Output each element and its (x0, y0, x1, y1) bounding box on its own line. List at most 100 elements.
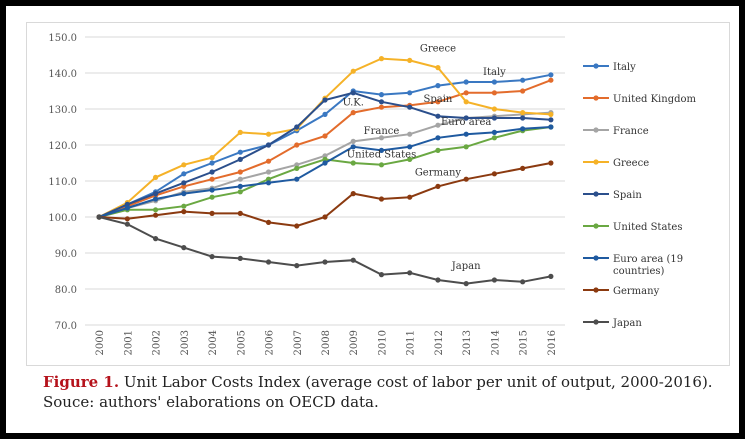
data-point (294, 263, 300, 269)
data-point (181, 209, 187, 215)
data-point (378, 162, 385, 168)
data-point (152, 236, 159, 242)
data-point (378, 196, 385, 202)
legend-label: Greece (613, 158, 649, 169)
legend-label: United Kingdom (613, 94, 697, 105)
data-point (463, 90, 469, 96)
data-point (435, 183, 441, 189)
data-point (294, 165, 300, 171)
data-point (378, 92, 385, 98)
data-point (548, 117, 554, 123)
data-point (350, 160, 356, 166)
legend-label: France (613, 126, 649, 137)
data-point (322, 133, 328, 139)
data-point (124, 205, 130, 211)
y-tick-label: 110.0 (48, 177, 77, 188)
data-point (209, 194, 215, 200)
data-point (209, 155, 215, 161)
data-point (435, 147, 441, 153)
data-point (322, 97, 328, 103)
gridlines (85, 36, 565, 326)
annotation-label: Italy (483, 67, 506, 78)
data-point (407, 194, 413, 200)
data-point (407, 90, 413, 96)
data-point (463, 176, 469, 182)
x-tick-label: 2014 (490, 330, 501, 355)
data-point (181, 171, 187, 177)
data-point (237, 169, 243, 175)
data-point (294, 142, 300, 148)
data-point (152, 191, 159, 197)
data-point (520, 126, 526, 132)
legend-label: countries) (613, 266, 665, 277)
data-point (181, 245, 187, 251)
data-point (350, 191, 356, 197)
data-point (435, 99, 441, 105)
data-point (237, 183, 243, 189)
series-japan (96, 214, 554, 287)
x-tick-label: 2000 (95, 330, 106, 355)
data-point (520, 88, 526, 94)
data-point (548, 111, 554, 117)
legend-swatch-marker (593, 223, 599, 229)
data-point (350, 110, 356, 116)
y-tick-label: 130.0 (48, 105, 77, 116)
x-tick-label: 2013 (462, 330, 473, 355)
data-point (322, 259, 328, 265)
data-point (435, 113, 441, 119)
data-point (294, 176, 300, 182)
data-point (350, 257, 356, 263)
data-point (520, 115, 526, 121)
y-axis-ticks: 70.0 80.0 90.0 100.0 110.0 120.0 130.0 140.0 150… (48, 33, 77, 332)
data-point (237, 210, 243, 216)
data-point (491, 171, 498, 177)
data-point (491, 90, 498, 96)
data-point (378, 147, 385, 153)
data-point (350, 138, 356, 144)
legend-label: United States (613, 222, 682, 233)
annotation-label: Euro area (441, 117, 491, 128)
data-point (548, 124, 554, 130)
y-tick-label: 90.0 (55, 249, 77, 260)
annotation-label: Japan (451, 261, 481, 272)
legend-swatch-marker (593, 191, 599, 197)
legend-label: Japan (612, 318, 642, 329)
data-point (322, 111, 328, 117)
series-line (98, 216, 552, 285)
data-point (181, 203, 187, 209)
x-tick-label: 2005 (236, 330, 247, 355)
annotation-label: United States (347, 150, 416, 161)
data-point (463, 115, 469, 121)
data-point (378, 272, 385, 278)
data-point (378, 56, 385, 62)
data-point (124, 201, 130, 207)
data-point (209, 176, 215, 182)
y-tick-label: 120.0 (48, 141, 77, 152)
data-point (322, 214, 328, 220)
y-tick-label: 80.0 (55, 285, 77, 296)
data-point (463, 79, 469, 85)
annotation-label: Greece (420, 43, 456, 54)
series-spain (96, 90, 554, 220)
legend-swatch-marker (593, 127, 599, 133)
legend-item: Japan (583, 318, 642, 329)
x-tick-label: 2016 (547, 330, 558, 355)
x-tick-label: 2002 (152, 330, 163, 355)
data-point (209, 187, 215, 193)
data-point (237, 189, 243, 195)
data-point (209, 160, 215, 166)
data-point (265, 176, 272, 182)
data-point (435, 83, 441, 89)
data-point (152, 212, 159, 218)
legend-swatch-marker (593, 319, 599, 325)
data-point (294, 162, 300, 168)
y-tick-label: 150.0 (48, 33, 77, 44)
data-point (491, 79, 498, 85)
x-tick-label: 2008 (321, 330, 332, 355)
legend: Italy United Kingdom France Greece Spain Unit… (583, 62, 697, 329)
legend-swatch-marker (593, 63, 599, 69)
data-point (435, 135, 441, 141)
data-point (435, 277, 441, 283)
legend-item: Spain (583, 190, 642, 201)
data-point (378, 99, 385, 105)
